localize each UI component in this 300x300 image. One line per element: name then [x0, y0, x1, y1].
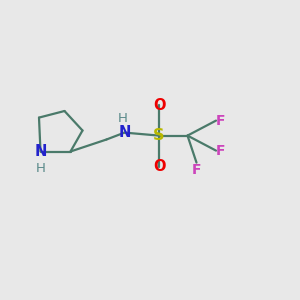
- Text: H: H: [36, 161, 45, 175]
- Text: F: F: [192, 163, 201, 177]
- Text: F: F: [216, 114, 226, 128]
- Text: O: O: [153, 98, 165, 112]
- Text: N: N: [34, 144, 47, 159]
- Text: S: S: [153, 128, 165, 143]
- Text: H: H: [118, 112, 128, 125]
- Text: O: O: [153, 159, 165, 174]
- Text: N: N: [118, 125, 131, 140]
- Text: F: F: [216, 144, 226, 158]
